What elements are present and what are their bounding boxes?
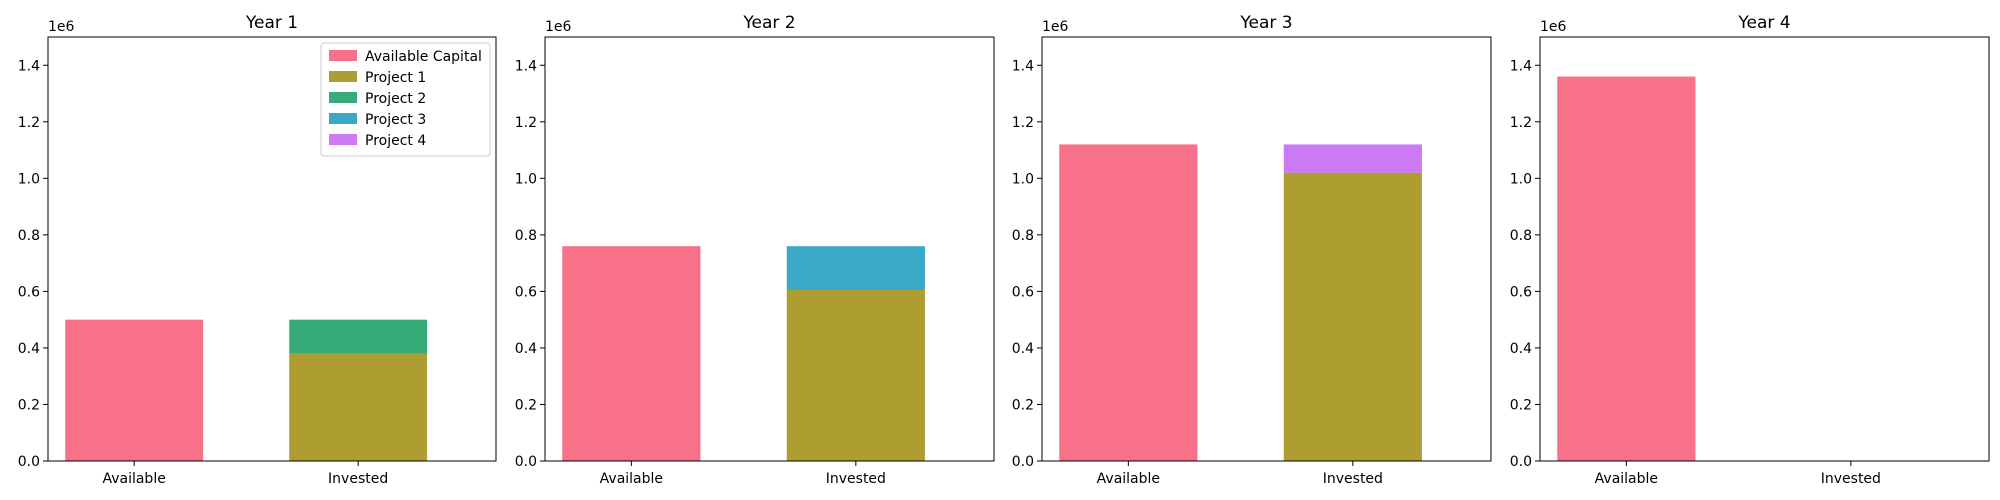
subplot-year-1: 0.0 0.2 0.4 0.6 0.8 1.0 1.2 1.4 1e6 Available Inve… <box>18 13 497 487</box>
y-tick-label: 0.2 <box>18 397 40 413</box>
y-offset-label: 1e6 <box>1042 19 1069 35</box>
bar-available-capital <box>562 246 701 461</box>
subplot-title: Year 4 <box>1737 13 1790 33</box>
y-tick-label: 0.0 <box>18 454 40 470</box>
y-tick-label: 1.4 <box>1510 58 1532 74</box>
y-tick-label: 1.0 <box>1012 171 1034 187</box>
y-tick-label: 0.6 <box>1012 284 1034 300</box>
subplot-title: Year 3 <box>1239 13 1292 33</box>
y-tick-label: 1.0 <box>515 171 537 187</box>
subplot-year-3: 0.0 0.2 0.4 0.6 0.8 1.0 1.2 1.4 1e6 Available Inve… <box>1012 13 1492 487</box>
y-tick-label: 1.4 <box>1012 58 1034 74</box>
subplot-title: Year 2 <box>742 13 795 33</box>
x-tick-label: Invested <box>826 471 886 487</box>
subplot-title: Year 1 <box>245 13 298 33</box>
x-tick-label: Invested <box>1323 471 1383 487</box>
y-tick-label: 1.2 <box>515 115 537 131</box>
legend-swatch <box>329 92 357 103</box>
axes-frame <box>1539 36 1990 462</box>
legend-entry: Project 3 <box>365 112 426 128</box>
legend-entry: Project 2 <box>365 91 426 107</box>
y-offset-label: 1e6 <box>545 19 572 35</box>
bar-available-capital <box>1557 76 1696 461</box>
legend-swatch <box>329 134 357 145</box>
y-tick-label: 1.2 <box>1510 115 1532 131</box>
x-tick-label: Available <box>1097 471 1160 487</box>
y-tick-label: 0.2 <box>515 397 537 413</box>
y-tick-label: 0.4 <box>515 341 537 357</box>
y-tick-label: 1.0 <box>1510 171 1532 187</box>
y-tick-label: 0.6 <box>18 284 40 300</box>
legend-swatch <box>329 50 357 61</box>
legend-entry: Available Capital <box>365 49 482 65</box>
x-tick-label: Available <box>600 471 663 487</box>
x-tick-label: Invested <box>1821 471 1881 487</box>
y-tick-label: 1.2 <box>1012 115 1034 131</box>
y-tick-label: 0.8 <box>1012 228 1034 244</box>
y-tick-label: 0.0 <box>515 454 537 470</box>
y-tick-label: 1.4 <box>18 58 40 74</box>
y-tick-label: 1.4 <box>515 58 537 74</box>
y-offset-label: 1e6 <box>1540 19 1567 35</box>
y-tick-label: 0.8 <box>1510 228 1532 244</box>
y-tick-label: 1.0 <box>18 171 40 187</box>
bar-invested-project-4 <box>1283 144 1422 173</box>
x-tick-label: Invested <box>328 471 388 487</box>
legend-box <box>320 42 491 157</box>
y-tick-label: 0.2 <box>1012 397 1034 413</box>
y-tick-label: 0.4 <box>1510 341 1532 357</box>
bar-available-capital <box>65 319 204 461</box>
bar-invested-project-1 <box>786 289 925 461</box>
bar-invested-project-1 <box>1283 172 1422 461</box>
y-tick-label: 0.0 <box>1510 454 1532 470</box>
y-offset-label: 1e6 <box>48 19 75 35</box>
axes-frame <box>544 36 995 462</box>
legend-entry: Project 4 <box>365 133 426 149</box>
y-tick-label: 0.2 <box>1510 397 1532 413</box>
bar-invested-project-2 <box>289 319 428 354</box>
y-tick-label: 0.6 <box>515 284 537 300</box>
y-tick-label: 0.4 <box>18 341 40 357</box>
legend-swatch <box>329 113 357 124</box>
y-tick-label: 0.8 <box>18 228 40 244</box>
axes-frame <box>1041 36 1492 462</box>
y-tick-label: 0.6 <box>1510 284 1532 300</box>
x-tick-label: Available <box>102 471 165 487</box>
subplot-year-2: 0.0 0.2 0.4 0.6 0.8 1.0 1.2 1.4 1e6 Available Inve… <box>515 13 995 487</box>
y-tick-label: 0.4 <box>1012 341 1034 357</box>
y-tick-label: 0.0 <box>1012 454 1034 470</box>
x-tick-label: Available <box>1595 471 1658 487</box>
bar-invested-project-3 <box>786 246 925 290</box>
subplot-year-4: 0.0 0.2 0.4 0.6 0.8 1.0 1.2 1.4 1e6 Available Inve… <box>1510 13 1990 487</box>
y-tick-label: 0.8 <box>515 228 537 244</box>
legend-entry: Project 1 <box>365 70 426 86</box>
bar-invested-project-1 <box>289 353 428 461</box>
y-tick-label: 1.2 <box>18 115 40 131</box>
bar-available-capital <box>1059 144 1198 461</box>
legend: Available Capital Project 1 Project 2 Proje… <box>320 42 491 157</box>
legend-swatch <box>329 71 357 82</box>
axes-frame <box>47 36 497 462</box>
